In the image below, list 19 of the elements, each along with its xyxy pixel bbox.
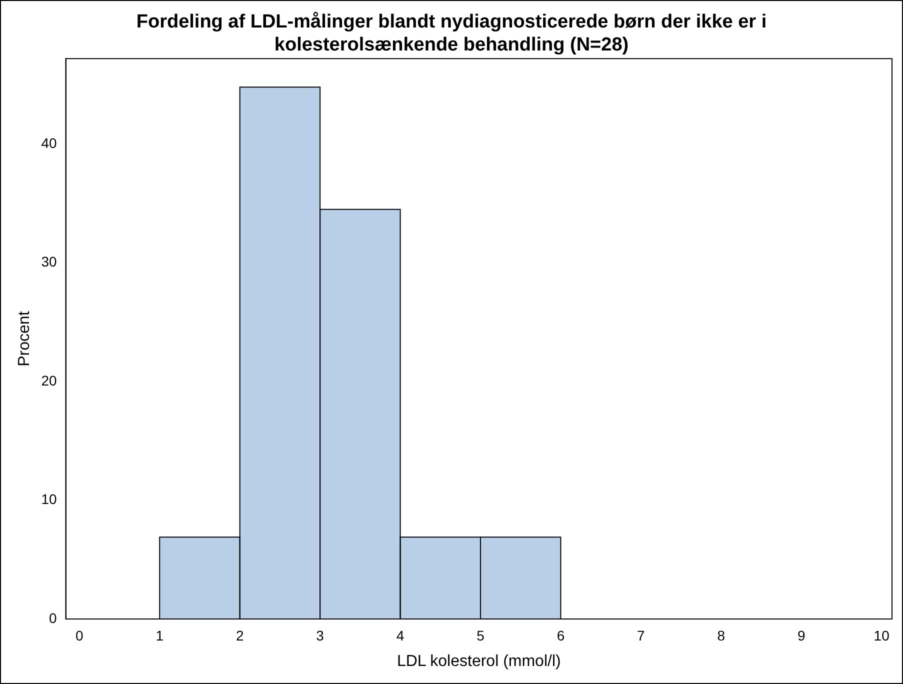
x-tick-label: 7 bbox=[637, 627, 646, 644]
y-axis-title: Procent bbox=[16, 310, 34, 366]
x-tick-label: 10 bbox=[874, 627, 890, 644]
x-tick-label: 8 bbox=[717, 627, 726, 644]
x-tick-label: 4 bbox=[396, 627, 404, 644]
y-tick-label: 30 bbox=[41, 254, 57, 270]
x-tick-label: 5 bbox=[476, 627, 485, 644]
x-tick-label: 3 bbox=[316, 627, 324, 644]
chart-title: Fordeling af LDL-målinger blandt nydiagnosticerede børn der ikke er i kolesterolsænkende behandling (N=28) bbox=[136, 12, 767, 56]
x-tick-label: 2 bbox=[236, 627, 244, 644]
x-tick-label: 0 bbox=[76, 627, 84, 644]
x-tick-label: 6 bbox=[556, 627, 565, 644]
x-axis-title: LDL kolesterol (mmol/l) bbox=[396, 652, 561, 670]
y-tick-label: 10 bbox=[41, 491, 57, 508]
y-tick-label: 0 bbox=[48, 610, 57, 626]
y-tick-label: 20 bbox=[41, 372, 57, 388]
x-tick-label: 9 bbox=[797, 627, 806, 644]
x-tick-label: 1 bbox=[156, 627, 164, 644]
y-tick-label: 40 bbox=[41, 134, 57, 151]
